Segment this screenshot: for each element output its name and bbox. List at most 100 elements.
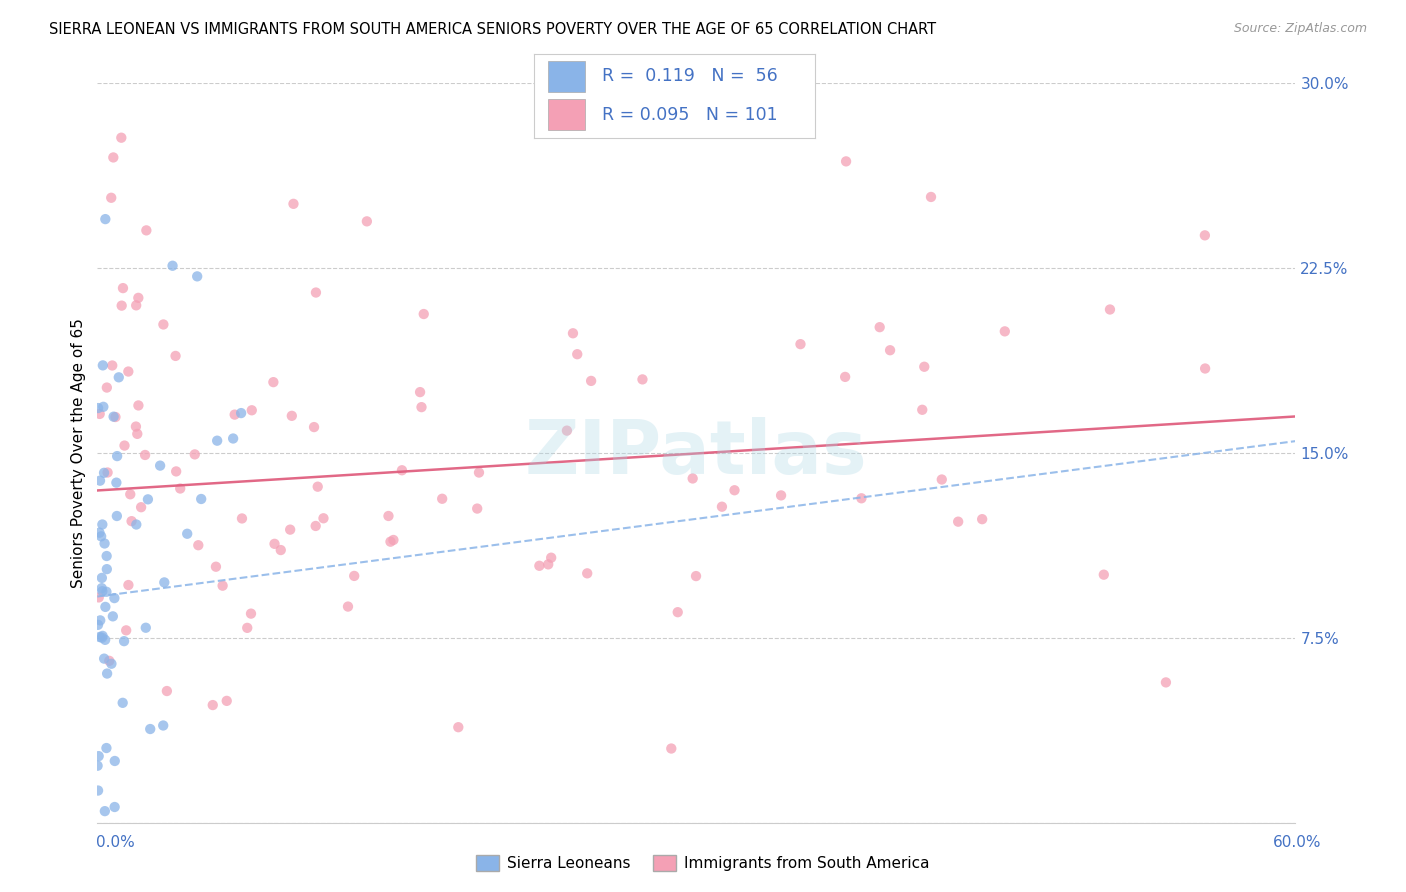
Point	[86, 758, 108, 772]
Point	[93, 536, 115, 550]
Point	[90, 571, 112, 585]
Point	[98, 654, 121, 668]
Point	[380, 534, 402, 549]
Point	[89, 407, 111, 421]
Point	[409, 385, 432, 400]
Point	[190, 491, 212, 506]
Point	[136, 492, 159, 507]
Point	[851, 491, 873, 506]
Point	[107, 370, 129, 384]
Point	[125, 517, 148, 532]
Point	[125, 298, 148, 312]
Point	[307, 480, 329, 494]
Point	[931, 473, 953, 487]
Point	[169, 482, 191, 496]
Point	[96, 549, 118, 563]
Point	[911, 402, 934, 417]
Point	[312, 511, 335, 525]
Point	[682, 471, 704, 485]
Point	[94, 804, 117, 818]
Point	[105, 475, 128, 490]
Point	[666, 605, 689, 619]
Y-axis label: Seniors Poverty Over the Age of 65: Seniors Poverty Over the Age of 65	[72, 318, 86, 589]
Point	[152, 718, 174, 732]
Point	[111, 299, 134, 313]
Point	[111, 281, 134, 295]
Point	[114, 439, 136, 453]
Point	[104, 800, 127, 814]
Point	[89, 630, 111, 644]
Point	[302, 420, 325, 434]
Point	[540, 550, 562, 565]
Point	[789, 337, 811, 351]
Point	[112, 634, 135, 648]
Point	[412, 307, 434, 321]
Point	[165, 349, 187, 363]
Point	[87, 401, 110, 415]
Point	[117, 578, 139, 592]
Point	[111, 696, 134, 710]
Point	[110, 130, 132, 145]
Point	[579, 374, 602, 388]
Point	[125, 419, 148, 434]
Bar	[548, 99, 585, 130]
Point	[356, 214, 378, 228]
Point	[972, 512, 994, 526]
Point	[89, 474, 111, 488]
Point	[215, 694, 238, 708]
Point	[91, 629, 114, 643]
Point	[278, 523, 301, 537]
Point	[576, 566, 599, 581]
Point	[411, 400, 433, 414]
Point	[685, 569, 707, 583]
Point	[156, 684, 179, 698]
Point	[94, 212, 117, 227]
Point	[105, 508, 128, 523]
Point	[447, 720, 470, 734]
Point	[835, 154, 858, 169]
Point	[96, 666, 118, 681]
Point	[91, 359, 114, 373]
Text: SIERRA LEONEAN VS IMMIGRANTS FROM SOUTH AMERICA SENIORS POVERTY OVER THE AGE OF : SIERRA LEONEAN VS IMMIGRANTS FROM SOUTH …	[49, 22, 936, 37]
Point	[121, 514, 143, 528]
Point	[879, 343, 901, 358]
Point	[93, 466, 115, 480]
Point	[337, 599, 360, 614]
Point	[96, 562, 118, 576]
Point	[187, 538, 209, 552]
Text: ZIPatlas: ZIPatlas	[524, 417, 868, 490]
Point	[152, 318, 174, 332]
Point	[127, 291, 149, 305]
Point	[912, 359, 935, 374]
Point	[165, 464, 187, 478]
Point	[994, 324, 1017, 338]
Point	[567, 347, 589, 361]
Point	[281, 409, 304, 423]
Point	[94, 632, 117, 647]
Point	[134, 448, 156, 462]
Point	[129, 500, 152, 515]
Point	[93, 400, 115, 414]
Point	[94, 599, 117, 614]
Point	[1194, 361, 1216, 376]
Point	[205, 559, 228, 574]
Point	[869, 320, 891, 334]
Point	[659, 741, 682, 756]
Point	[87, 591, 110, 605]
Point	[631, 372, 654, 386]
Point	[104, 410, 127, 425]
Text: R =  0.119   N =  56: R = 0.119 N = 56	[602, 68, 778, 86]
Point	[97, 466, 120, 480]
Point	[135, 223, 157, 237]
Point	[946, 515, 969, 529]
Point	[723, 483, 745, 498]
Point	[89, 525, 111, 540]
Text: Source: ZipAtlas.com: Source: ZipAtlas.com	[1233, 22, 1367, 36]
Point	[224, 408, 246, 422]
Point	[96, 741, 118, 756]
Point	[283, 197, 305, 211]
Point	[920, 190, 942, 204]
Point	[135, 621, 157, 635]
Text: 60.0%: 60.0%	[1274, 836, 1322, 850]
Point	[139, 722, 162, 736]
